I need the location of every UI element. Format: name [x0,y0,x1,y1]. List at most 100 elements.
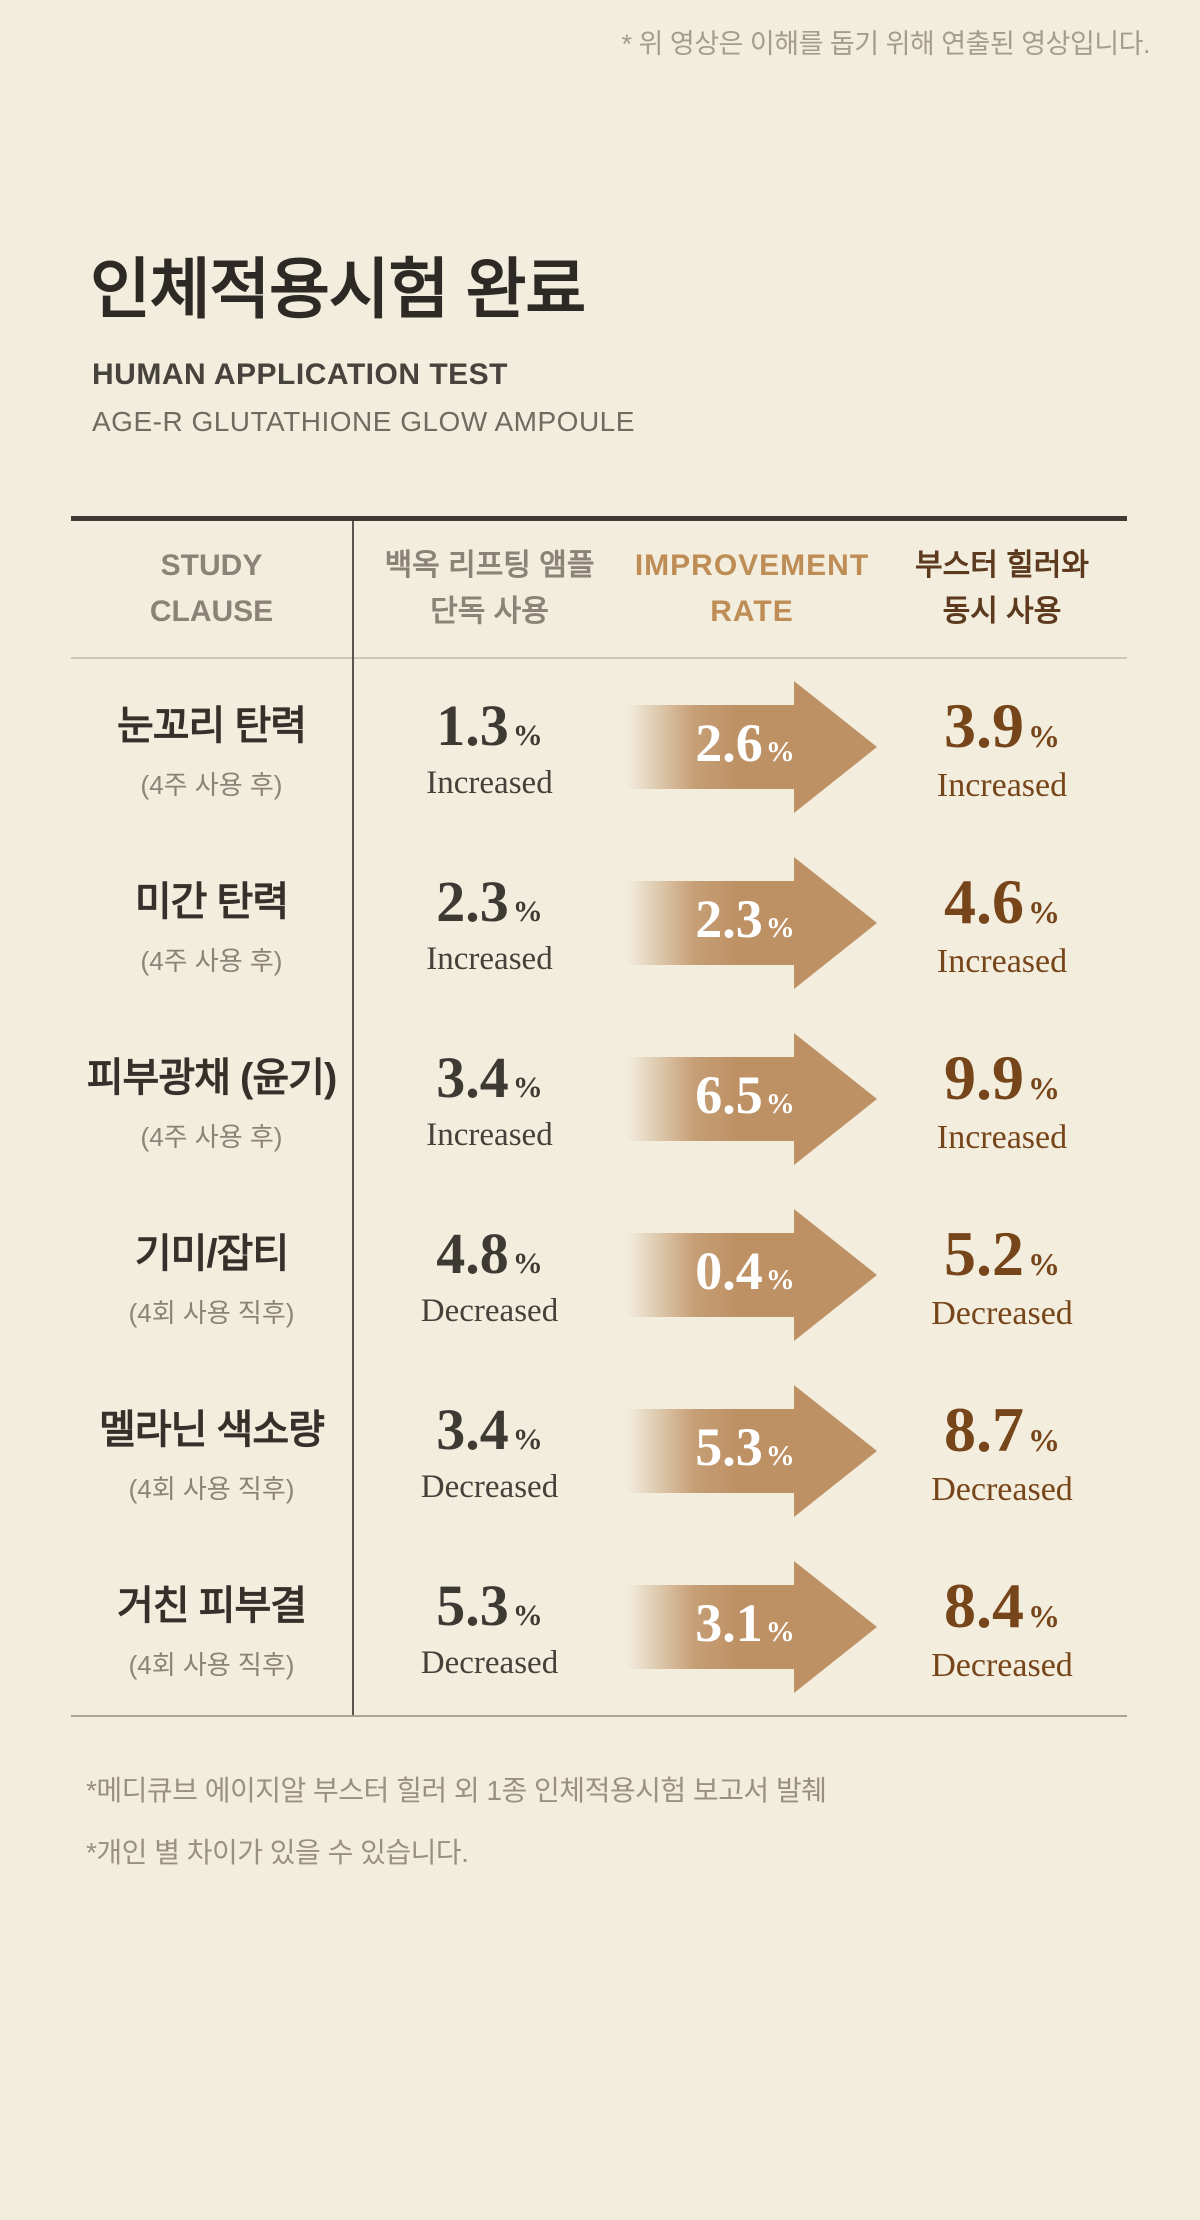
footnotes: *메디큐브 에이지알 부스터 힐러 외 1종 인체적용시험 보고서 발췌 *개인… [86,1760,827,1883]
combined-use-cell: 4.6% Increased [877,835,1127,1011]
percent-sign: % [512,719,543,752]
percent-sign: % [1028,1422,1060,1458]
percent-sign: % [1028,718,1060,754]
arrow-head-icon [794,1561,877,1693]
arrow-body [627,881,795,965]
improvement-value: 2.3% [695,889,795,949]
percent-sign: % [1028,1246,1060,1282]
single-use-direction: Increased [426,765,553,801]
single-use-value: 2.3% [436,869,543,934]
single-use-cell: 1.3% Increased [352,659,627,835]
arrow-head-icon [794,681,877,813]
results-table: STUDY CLAUSE 백옥 리프팅 앰플 단독 사용 IMPROVEMENT… [71,516,1127,1717]
improvement-arrow: 5.3% [627,1385,877,1517]
single-use-direction: Decreased [420,1645,559,1681]
column-header-improvement-rate: IMPROVEMENT RATE [634,548,870,629]
percent-sign: % [1028,1598,1060,1634]
percent-sign: % [512,1071,543,1104]
page-title: 인체적용시험 완료 [90,252,586,326]
percent-sign: % [765,1616,795,1648]
single-use-cell: 4.8% Decreased [352,1187,627,1363]
improvement-cell: 2.6% [627,659,877,835]
improvement-cell: 2.3% [627,835,877,1011]
arrow-head-icon [794,1385,877,1517]
arrow-body [627,1585,795,1669]
improvement-cell: 3.1% [627,1539,877,1715]
percent-sign: % [512,1247,543,1280]
single-use-cell: 3.4% Increased [352,1011,627,1187]
combined-use-value: 4.6% [944,866,1060,937]
arrow-body [627,1057,795,1141]
improvement-arrow: 6.5% [627,1033,877,1165]
table-row: 눈꼬리 탄력 (4주 사용 후) 1.3% Increased 2.6% [71,659,1127,835]
column-divider-line [352,521,354,1715]
improvement-value: 5.3% [695,1417,795,1477]
study-clause-cell: 미간 탄력 (4주 사용 후) [71,835,352,1011]
study-clause-cell: 기미/잡티 (4회 사용 직후) [71,1187,352,1363]
study-clause-name: 멜라닌 색소량 [99,1407,325,1452]
table-row: 기미/잡티 (4회 사용 직후) 4.8% Decreased 0.4% [71,1187,1127,1363]
improvement-arrow: 3.1% [627,1561,877,1693]
single-use-direction: Decreased [420,1469,559,1505]
combined-use-direction: Decreased [931,1295,1073,1332]
improvement-value: 2.6% [695,713,795,773]
combined-use-cell: 3.9% Increased [877,659,1127,835]
single-use-value: 3.4% [436,1045,543,1110]
single-use-direction: Increased [426,1117,553,1153]
study-clause-condition: (4주 사용 후) [140,1121,283,1152]
single-use-value: 5.3% [436,1573,543,1638]
single-use-cell: 2.3% Increased [352,835,627,1011]
arrow-head-icon [794,857,877,989]
percent-sign: % [765,736,795,768]
percent-sign: % [512,895,543,928]
column-header-single-use: 백옥 리프팅 앰플 단독 사용 [384,548,595,629]
study-clause-cell: 거친 피부결 (4회 사용 직후) [71,1539,352,1715]
improvement-arrow: 0.4% [627,1209,877,1341]
study-clause-name: 눈꼬리 탄력 [116,703,307,748]
improvement-value: 6.5% [695,1065,795,1125]
improvement-arrow: 2.6% [627,681,877,813]
percent-sign: % [512,1423,543,1456]
percent-sign: % [1028,1070,1060,1106]
combined-use-cell: 9.9% Increased [877,1011,1127,1187]
subtitle-english: HUMAN APPLICATION TEST [92,358,508,391]
combined-use-direction: Increased [936,767,1068,804]
improvement-value: 3.1% [695,1593,795,1653]
single-use-value: 1.3% [436,693,543,758]
table-row: 미간 탄력 (4주 사용 후) 2.3% Increased 2.3% [71,835,1127,1011]
percent-sign: % [765,1440,795,1472]
percent-sign: % [765,1264,795,1296]
combined-use-value: 9.9% [944,1042,1060,1113]
study-clause-name: 피부광채 (윤기) [86,1055,338,1100]
single-use-direction: Decreased [420,1293,559,1329]
table-row: 거친 피부결 (4회 사용 직후) 5.3% Decreased 3.1% [71,1539,1127,1715]
combined-use-direction: Increased [936,943,1068,980]
improvement-cell: 6.5% [627,1011,877,1187]
study-clause-cell: 눈꼬리 탄력 (4주 사용 후) [71,659,352,835]
study-clause-name: 기미/잡티 [134,1231,289,1276]
footnote-individual-variance: *개인 별 차이가 있을 수 있습니다. [86,1836,469,1868]
product-name: AGE-R GLUTATHIONE GLOW AMPOULE [92,406,635,437]
study-clause-condition: (4회 사용 직후) [128,1649,295,1680]
combined-use-cell: 8.4% Decreased [877,1539,1127,1715]
study-clause-condition: (4주 사용 후) [140,945,283,976]
study-clause-condition: (4주 사용 후) [140,769,283,800]
arrow-body [627,705,795,789]
study-clause-name: 미간 탄력 [134,879,289,924]
single-use-value: 3.4% [436,1397,543,1462]
study-clause-cell: 멜라닌 색소량 (4회 사용 직후) [71,1363,352,1539]
arrow-body [627,1409,795,1493]
percent-sign: % [765,1088,795,1120]
arrow-head-icon [794,1209,877,1341]
arrow-head-icon [794,1033,877,1165]
table-row: 피부광채 (윤기) (4주 사용 후) 3.4% Increased 6.5% [71,1011,1127,1187]
percent-sign: % [765,912,795,944]
improvement-value: 0.4% [695,1241,795,1301]
combined-use-direction: Increased [936,1119,1068,1156]
single-use-direction: Increased [426,941,553,977]
percent-sign: % [512,1599,543,1632]
arrow-body [627,1233,795,1317]
combined-use-value: 8.4% [944,1570,1060,1641]
column-header-combined-use: 부스터 힐러와 동시 사용 [915,548,1089,629]
